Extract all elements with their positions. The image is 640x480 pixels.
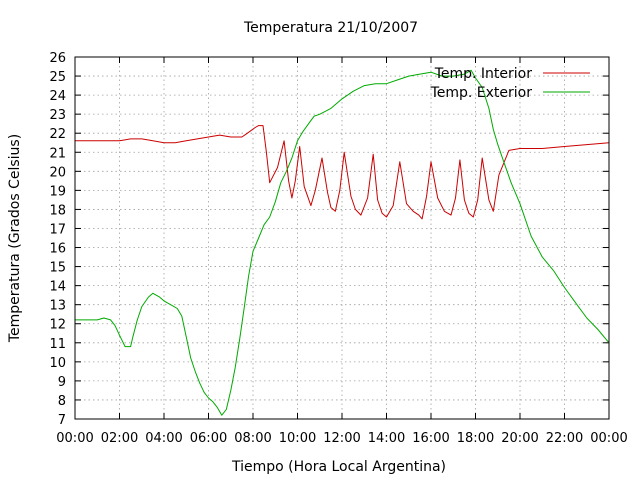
x-tick-label: 20:00 [501,431,538,446]
x-tick-label: 00:00 [56,431,93,446]
y-tick-label: 18 [49,203,66,218]
y-tick-label: 8 [58,394,66,409]
series-layer [75,69,610,416]
y-tick-label: 19 [49,184,66,199]
y-tick-label: 14 [49,280,66,295]
x-tick-label: 08:00 [234,431,271,446]
x-tick-label: 04:00 [145,431,182,446]
y-tick-label: 21 [49,146,66,161]
y-tick-label: 13 [49,299,66,314]
grid-lines [75,57,609,419]
series-line-interior [75,125,610,220]
plot-frame [74,56,610,420]
y-tick-label: 7 [58,413,66,428]
x-tick-label: 00:00 [590,431,627,446]
y-tick-label: 25 [49,70,66,85]
y-tick-label: 15 [49,261,66,276]
y-tick-label: 17 [49,222,66,237]
y-tick-label: 23 [49,108,66,123]
y-tick-label: 16 [49,242,66,257]
y-tick-label: 20 [49,165,66,180]
y-tick-label: 11 [49,337,66,352]
y-tick-label: 10 [49,356,66,371]
x-tick-label: 10:00 [279,431,316,446]
y-tick-label: 22 [49,127,66,142]
x-tick-label: 22:00 [546,431,583,446]
x-tick-label: 18:00 [457,431,494,446]
y-axis-label: Temperatura (Grados Celsius) [7,134,23,343]
x-tick-label: 12:00 [323,431,360,446]
chart-title: Temperatura 21/10/2007 [243,20,418,36]
axis-ticks: 7 8 9 10 11 12 13 14 15 16 17 18 19 20 21 22 23 24 25 26 00:… [49,51,627,446]
x-tick-label: 14:00 [368,431,405,446]
x-axis-label: Tiempo (Hora Local Argentina) [231,459,446,475]
x-tick-label: 02:00 [101,431,138,446]
legend: Temp. Interior Temp. Exterior [430,66,590,101]
x-tick-label: 06:00 [190,431,227,446]
legend-label: Temp. Interior [434,66,533,82]
y-tick-label: 12 [49,318,66,333]
y-tick-label: 9 [58,375,66,390]
y-tick-label: 24 [49,89,66,104]
series-line-exterior [75,69,610,416]
x-tick-label: 16:00 [412,431,449,446]
legend-label: Temp. Exterior [430,85,533,101]
y-tick-label: 26 [49,51,66,66]
